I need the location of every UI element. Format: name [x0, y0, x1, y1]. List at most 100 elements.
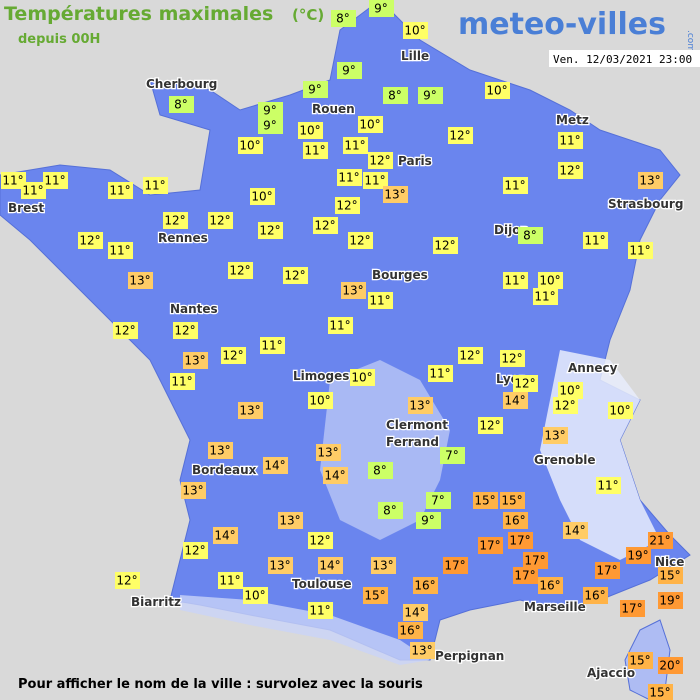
temperature-label: 13°	[209, 444, 230, 458]
temperature-label: 12°	[459, 349, 480, 363]
temperature-box	[170, 373, 195, 390]
temperature-label: 19°	[659, 594, 680, 608]
temperature-box	[208, 442, 233, 459]
city-name: Brest	[8, 201, 44, 215]
temperature-label: 11°	[559, 134, 580, 148]
temperature-box	[169, 96, 194, 113]
temperature-label: 9°	[374, 2, 388, 16]
temperature-label: 11°	[597, 479, 618, 493]
temperature-box	[243, 587, 268, 604]
temperature-box	[558, 382, 583, 399]
temperature-label: 12°	[314, 219, 335, 233]
temperature-label: 13°	[184, 354, 205, 368]
temperature-box	[260, 337, 285, 354]
temperature-box	[608, 402, 633, 419]
temperature-box	[485, 82, 510, 99]
temperature-box	[238, 402, 263, 419]
city-name: Annecy	[568, 361, 618, 375]
temperature-label: 10°	[359, 118, 380, 132]
temperature-label: 8°	[383, 504, 397, 518]
city-name: Marseille	[524, 600, 586, 614]
temperature-label: 11°	[369, 294, 390, 308]
temperature-box	[433, 237, 458, 254]
logo: meteo-villes	[458, 7, 666, 42]
temperature-box	[368, 152, 393, 169]
temperature-label: 12°	[114, 324, 135, 338]
temperature-label: 10°	[559, 384, 580, 398]
temperature-label: 11°	[344, 139, 365, 153]
timestamp: Ven. 12/03/2021 23:00	[553, 53, 692, 66]
temperature-box	[626, 547, 651, 564]
temperature-label: 11°	[338, 171, 359, 185]
temperature-box	[398, 622, 423, 639]
temperature-box	[268, 557, 293, 574]
temperature-label: 14°	[404, 606, 425, 620]
temperature-box	[343, 137, 368, 154]
temperature-box	[181, 482, 206, 499]
temperature-box	[503, 512, 528, 529]
temperature-label: 8°	[336, 12, 350, 26]
city-name: Nice	[655, 555, 684, 569]
temperature-label: 13°	[269, 559, 290, 573]
temperature-box	[369, 0, 394, 17]
temperature-label: 14°	[319, 559, 340, 573]
temperature-box	[208, 212, 233, 229]
temperature-box	[1, 172, 26, 189]
city-name: Limoges	[293, 369, 349, 383]
temperature-box	[500, 350, 525, 367]
temperature-box	[218, 572, 243, 589]
temperature-box	[513, 567, 538, 584]
temperature-box	[408, 397, 433, 414]
temperature-box	[316, 444, 341, 461]
temperature-label: 12°	[554, 399, 575, 413]
logo-suffix: .com	[685, 30, 695, 52]
temperature-box	[378, 502, 403, 519]
temperature-box	[503, 392, 528, 409]
temperature-box	[538, 272, 563, 289]
temperature-box	[658, 657, 683, 674]
temperature-label: 10°	[404, 24, 425, 38]
temperature-label: 8°	[373, 464, 387, 478]
temperature-box	[213, 527, 238, 544]
temperature-box	[443, 557, 468, 574]
temperature-label: 12°	[229, 264, 250, 278]
temperature-label: 11°	[22, 184, 43, 198]
city-name: Bordeaux	[192, 463, 257, 477]
temperature-label: 15°	[364, 589, 385, 603]
unit: (°C)	[292, 6, 324, 24]
city-name: Biarritz	[131, 595, 181, 609]
temperature-box	[523, 552, 548, 569]
temperature-label: 13°	[384, 188, 405, 202]
city-name: Grenoble	[534, 453, 596, 467]
temperature-label: 15°	[474, 494, 495, 508]
temperature-box	[108, 242, 133, 259]
temperature-label: 12°	[449, 129, 470, 143]
temperature-box	[648, 684, 673, 700]
temperature-label: 12°	[559, 164, 580, 178]
temperature-label: 21°	[649, 534, 670, 548]
temperature-label: 11°	[219, 574, 240, 588]
temperature-box	[258, 222, 283, 239]
city-name: Lille	[401, 49, 429, 63]
temperature-box	[337, 62, 362, 79]
temperature-label: 14°	[564, 524, 585, 538]
temperature-box	[500, 492, 525, 509]
temperature-box	[508, 532, 533, 549]
temperature-box	[638, 172, 663, 189]
temperature-box	[318, 557, 343, 574]
temperature-label: 13°	[544, 429, 565, 443]
temperature-label: 11°	[304, 144, 325, 158]
temperature-label: 15°	[629, 654, 650, 668]
temperature-box	[553, 397, 578, 414]
temperature-box	[108, 182, 133, 199]
temperature-label: 11°	[534, 290, 555, 304]
temperature-box	[350, 369, 375, 386]
temperature-box	[43, 172, 68, 189]
temperature-label: 11°	[109, 244, 130, 258]
temperature-label: 9°	[421, 514, 435, 528]
temperature-label: 9°	[308, 83, 322, 97]
temperature-label: 12°	[259, 224, 280, 238]
temperature-box	[596, 477, 621, 494]
temperature-box	[440, 447, 465, 464]
city-name: Rouen	[312, 102, 355, 116]
